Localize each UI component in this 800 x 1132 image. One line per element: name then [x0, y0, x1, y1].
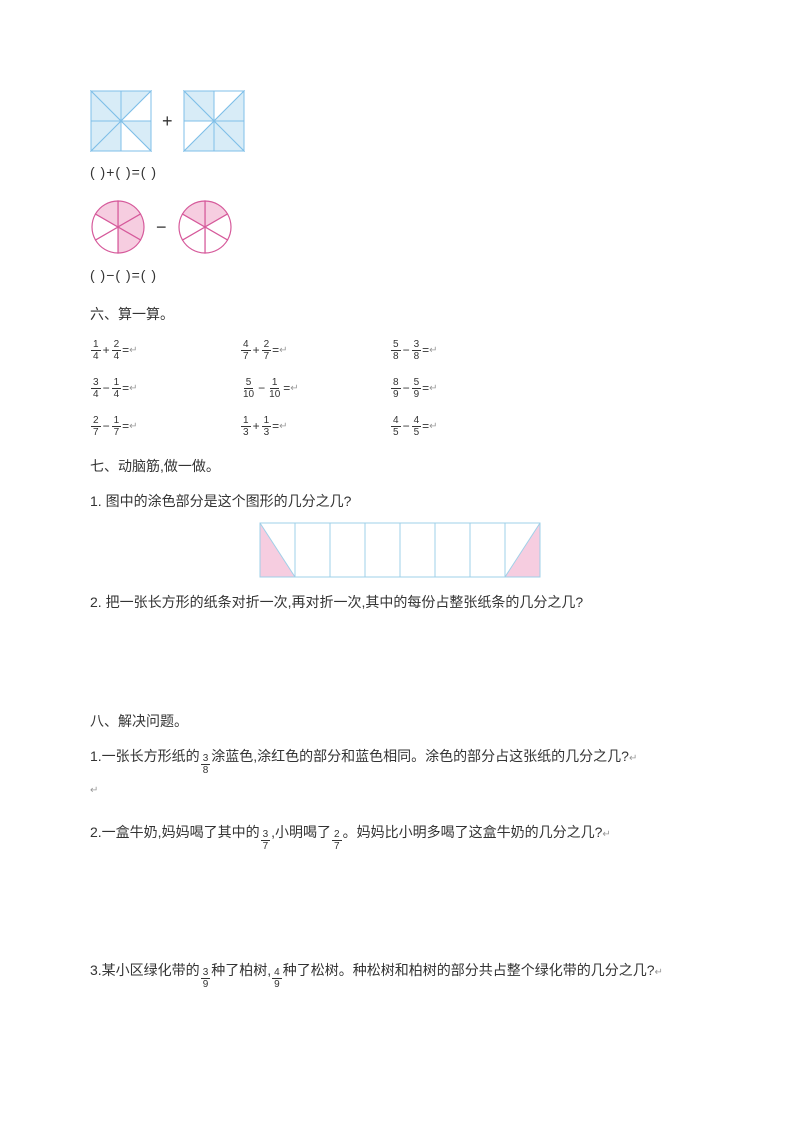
calc-expression: 14+24=↵	[90, 334, 210, 368]
figure-squares-row: +	[90, 90, 710, 152]
figure-circles-row: −	[90, 199, 710, 255]
section-7-rectangle	[259, 522, 541, 578]
plus-operator: +	[162, 105, 173, 137]
fill-line-squares: ( )+( )=( )	[90, 160, 710, 185]
calc-expression: 34−14=↵	[90, 372, 210, 406]
fill-line-circles: ( )−( )=( )	[90, 263, 710, 288]
calc-expression: 47+27=↵	[240, 334, 360, 368]
section-8-title: 八、解决问题。	[90, 709, 710, 734]
minus-operator: −	[156, 211, 167, 243]
circle-left	[90, 199, 146, 255]
calc-grid: 14+24=↵ 47+27=↵ 58−38=↵ 34−14=↵ 510−110=↵ 89−…	[90, 334, 710, 444]
square-right	[183, 90, 245, 152]
calc-expression: 58−38=↵	[390, 334, 510, 368]
section-6-title: 六、算一算。	[90, 302, 710, 327]
section-7-title: 七、动脑筋,做一做。	[90, 454, 710, 479]
section-8-q3: 3.某小区绿化带的39种了柏树,49种了松树。种松树和柏树的部分共占整个绿化带的…	[90, 958, 710, 990]
square-left	[90, 90, 152, 152]
calc-expression: 510−110=↵	[240, 372, 360, 406]
calc-expression: 89−59=↵	[390, 372, 510, 406]
calc-expression: 27−17=↵	[90, 410, 210, 444]
section-7-q2: 2. 把一张长方形的纸条对折一次,再对折一次,其中的每份占整张纸条的几分之几?	[90, 590, 710, 615]
calc-expression: 45−45=↵	[390, 410, 510, 444]
calc-expression: 13+13=↵	[240, 410, 360, 444]
enter-mark: ↵	[90, 782, 710, 800]
circle-right	[177, 199, 233, 255]
section-7-q1: 1. 图中的涂色部分是这个图形的几分之几?	[90, 489, 710, 514]
section-8-q2: 2.一盒牛奶,妈妈喝了其中的37,小明喝了27。妈妈比小明多喝了这盒牛奶的几分之…	[90, 820, 710, 852]
section-8-q1: 1.一张长方形纸的38涂蓝色,涂红色的部分和蓝色相同。涂色的部分占这张纸的几分之…	[90, 744, 710, 776]
